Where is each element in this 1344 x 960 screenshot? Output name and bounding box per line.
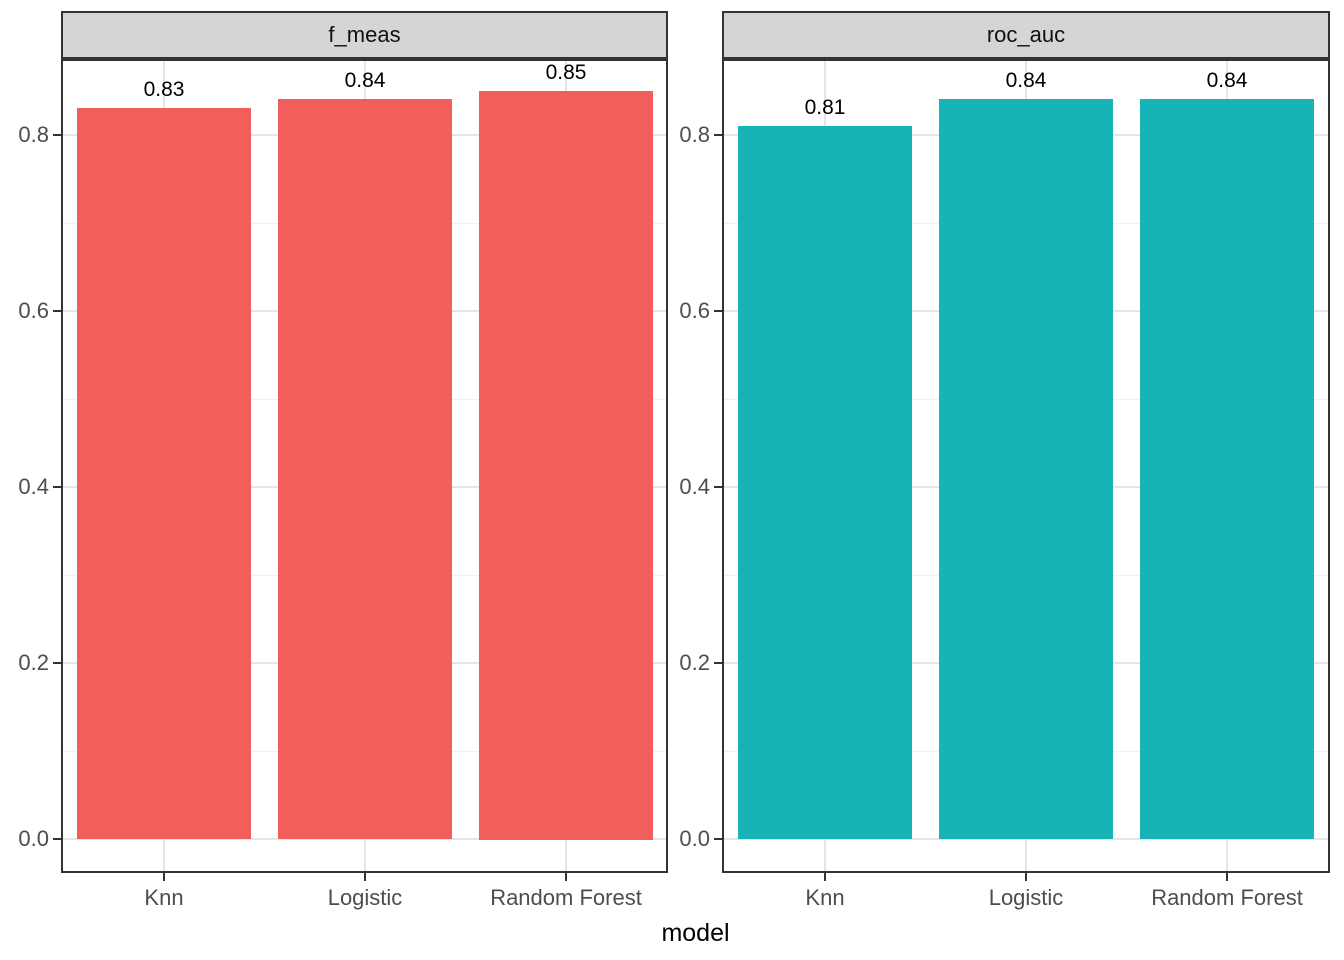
- facet-strip-label: roc_auc: [986, 22, 1066, 47]
- bar-random-forest: [479, 91, 653, 840]
- x-axis-title: model: [661, 919, 730, 947]
- y-axis-tick: [714, 838, 722, 840]
- bar-logistic: [278, 99, 452, 839]
- y-axis-tick-label: 0.0: [18, 826, 49, 851]
- bar-value-label: 0.83: [143, 78, 185, 101]
- plot-panel-f-meas: 0.83 0.84 0.85: [61, 59, 668, 873]
- y-axis-tick: [714, 310, 722, 312]
- y-axis-tick: [53, 134, 61, 136]
- x-axis-tick: [1025, 873, 1027, 881]
- facet-strip-label: f_meas: [328, 22, 401, 47]
- facet-strip-f-meas: f_meas: [61, 11, 668, 59]
- x-axis-tick-label: Knn: [144, 885, 184, 910]
- y-axis-tick-label: 0.6: [18, 298, 49, 323]
- bar-value-label: 0.84: [344, 69, 386, 92]
- bar-random-forest: [1140, 99, 1314, 839]
- bar-value-label: 0.84: [1206, 69, 1248, 92]
- y-axis-tick: [53, 662, 61, 664]
- y-axis-tick: [53, 486, 61, 488]
- y-axis-tick: [714, 662, 722, 664]
- bar-knn: [738, 126, 912, 839]
- x-axis-tick: [1226, 873, 1228, 881]
- y-axis-tick-label: 0.4: [679, 474, 710, 499]
- y-axis-tick-label: 0.6: [679, 298, 710, 323]
- bar-value-label: 0.85: [545, 61, 587, 84]
- x-axis-tick: [364, 873, 366, 881]
- y-axis-tick: [714, 134, 722, 136]
- y-axis-tick: [714, 486, 722, 488]
- x-axis-tick: [565, 873, 567, 881]
- y-axis-tick-label: 0.2: [679, 650, 710, 675]
- y-axis-tick-label: 0.8: [679, 122, 710, 147]
- y-axis-tick-label: 0.2: [18, 650, 49, 675]
- bar-knn: [77, 108, 251, 839]
- y-axis-tick-label: 0.8: [18, 122, 49, 147]
- x-axis-tick: [824, 873, 826, 881]
- y-axis-tick: [53, 310, 61, 312]
- bar-value-label: 0.84: [1005, 69, 1047, 92]
- y-axis-tick-label: 0.0: [679, 826, 710, 851]
- plot-panel-roc-auc: 0.81 0.84 0.84: [722, 59, 1330, 873]
- x-axis-tick-label: Logistic: [327, 885, 403, 910]
- x-axis-tick-label: Logistic: [988, 885, 1064, 910]
- x-axis-tick-label: Knn: [805, 885, 845, 910]
- bar-value-label: 0.81: [804, 96, 846, 119]
- x-axis-tick-label: Random Forest: [1151, 885, 1303, 910]
- y-axis-tick: [53, 838, 61, 840]
- x-axis-tick: [163, 873, 165, 881]
- y-axis-tick-label: 0.4: [18, 474, 49, 499]
- bar-logistic: [939, 99, 1113, 839]
- x-axis-tick-label: Random Forest: [490, 885, 642, 910]
- facet-strip-roc-auc: roc_auc: [722, 11, 1330, 59]
